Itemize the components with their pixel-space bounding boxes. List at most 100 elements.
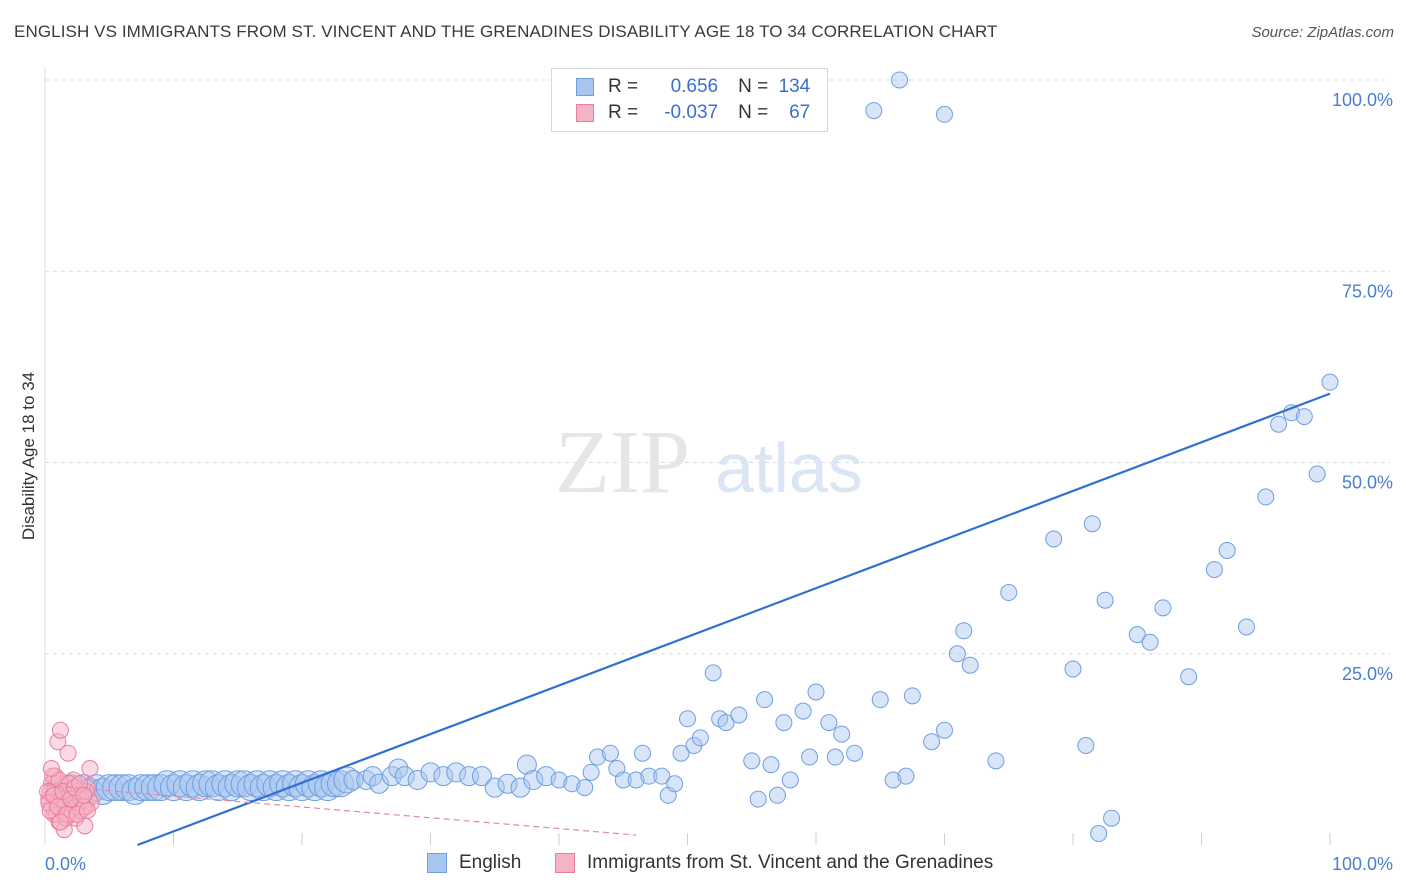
english-trend-line [137,392,1331,847]
english-point [801,748,819,766]
english-point [333,766,361,794]
source-note: Source: ZipAtlas.com [1251,24,1394,41]
english-point [891,71,909,89]
english-point [897,767,915,785]
legend-r-value: -0.037 [664,102,719,123]
legend-immigrants-label: Immigrants from St. Vincent and the Gren… [587,852,994,873]
immigrant-swatch [555,853,575,873]
x-tick-label: 0.0% [45,854,86,874]
english-point [497,773,518,794]
english-point [1141,633,1159,651]
series-legend: English Immigrants from St. Vincent and … [0,852,1406,878]
english-point [1270,415,1288,433]
immigrant-swatch [576,104,594,122]
english-point [1077,737,1095,755]
english-point [516,754,537,775]
english-point [936,721,953,739]
english-point [1103,809,1121,827]
english-point [420,762,441,783]
legend-r-value: 0.656 [670,76,719,97]
immigrant-point [75,786,93,804]
english-point [884,771,902,789]
legend-row-immigrants: R = -0.037 N = 67 [552,100,810,126]
english-point [936,105,953,123]
english-point [1237,618,1255,636]
english-point [1045,530,1063,548]
english-point [807,683,825,701]
immigrant-point [51,721,69,739]
english-point [1321,373,1339,391]
english-point [614,771,632,789]
english-point [730,706,748,724]
legend-item-english: English [427,852,521,874]
english-point [704,664,722,682]
legend-n-value: 67 [789,102,811,123]
english-point [653,767,671,785]
english-point [833,725,851,743]
english-point [640,767,658,785]
legend-r-label: R = [608,76,639,97]
english-swatch [576,78,594,96]
english-point [756,691,774,709]
english-point [948,645,966,663]
english-point [446,762,467,783]
english-point [1000,584,1018,602]
english-point [563,775,581,793]
immigrant-point [78,802,96,820]
y-tick-label: 100.0% [1332,90,1393,110]
english-point [1096,591,1114,609]
legend-n-label: N = [738,102,769,123]
english-point [871,691,889,709]
english-point [717,714,735,732]
english-point [768,786,786,804]
english-point [627,771,645,789]
english-point [1090,825,1108,843]
legend-row-english: R = 0.656 N = 134 [552,74,810,100]
y-tick-label: 50.0% [1342,473,1393,493]
trend-lines [44,392,1331,847]
english-point [1128,626,1146,644]
english-point [955,622,973,640]
english-point [433,766,454,787]
english-point [576,779,594,797]
legend-n-label: N = [738,76,769,97]
english-points [50,71,1339,843]
english-point [1154,599,1172,617]
english-point [407,769,428,790]
immigrant-point [81,760,99,777]
english-point [356,769,377,790]
english-point [1064,660,1082,678]
english-point [903,687,921,705]
english-point [865,102,883,120]
english-point [484,777,505,798]
stats-legend: R = 0.656 N = 134 R = -0.037 N = 67 [551,68,828,132]
y-axis-label: Disability Age 18 to 34 [19,372,38,540]
y-tick-label: 75.0% [1342,281,1393,301]
x-tick-label: 100.0% [1332,854,1393,874]
english-point [601,744,619,762]
legend-item-immigrants: Immigrants from St. Vincent and the Gren… [555,852,993,874]
english-point [762,756,780,774]
english-point [961,656,979,674]
english-point [369,773,390,794]
legend-r-label: R = [608,102,639,123]
english-point [679,710,696,728]
english-point [846,744,864,762]
y-tick-label: 25.0% [1342,664,1393,684]
english-point [1218,541,1236,559]
watermark-atlas: atlas [715,429,863,507]
english-point [826,748,844,766]
english-point [1295,408,1313,426]
english-point [1205,561,1223,579]
legend-english-label: English [459,852,522,873]
english-point [1083,515,1101,533]
english-point [923,733,941,751]
english-point [582,763,600,781]
english-point [743,752,761,770]
english-point [394,766,415,787]
watermark: ZIP atlas [555,413,863,512]
immigrant-point [42,760,60,777]
english-point [749,790,767,808]
english-point [634,744,652,762]
english-point [691,729,709,747]
